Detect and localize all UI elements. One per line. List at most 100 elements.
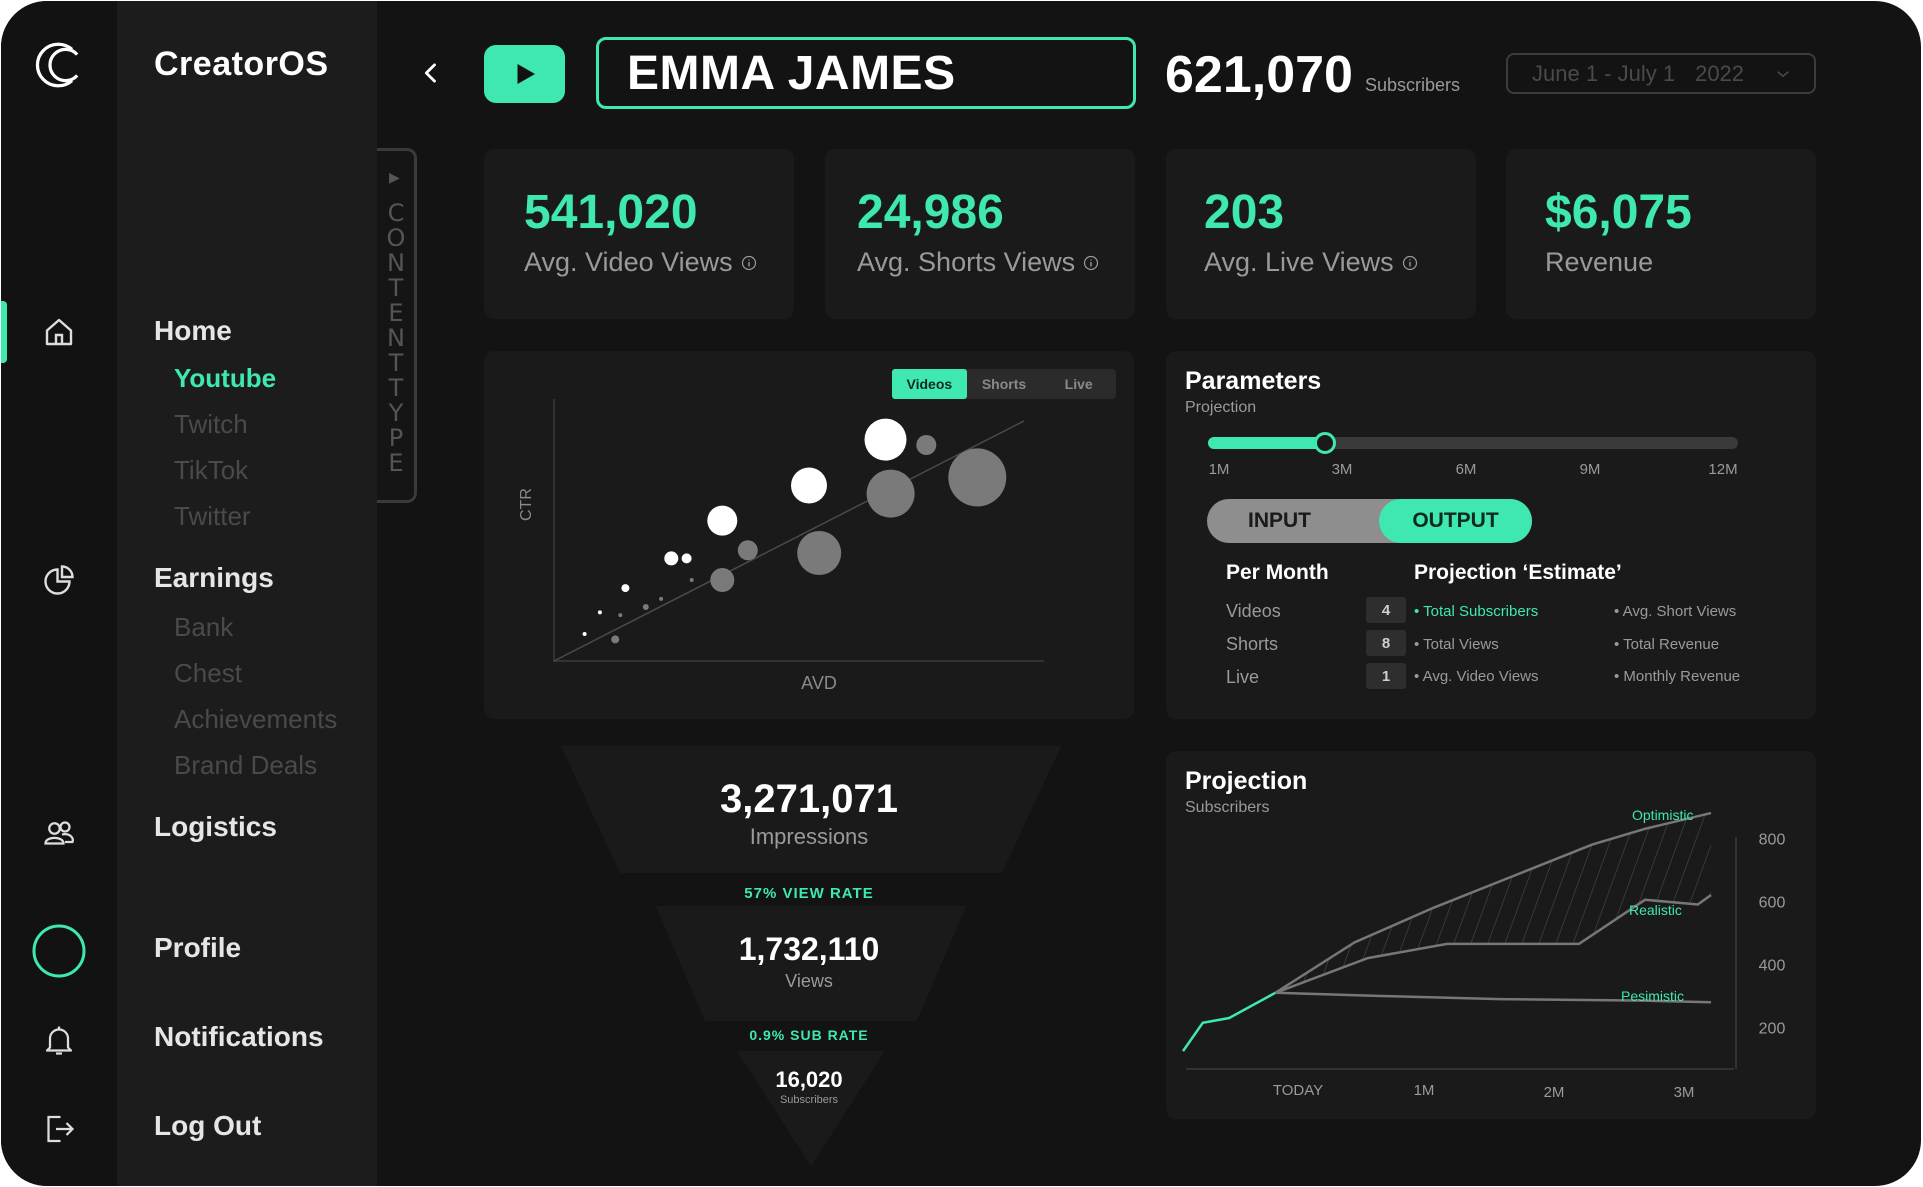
stat-label: Avg. Video Views [524,247,733,277]
nav-logistics[interactable]: Logistics [154,811,277,842]
option-total-revenue[interactable]: • Total Revenue [1614,636,1720,653]
bell-icon[interactable] [31,1012,87,1068]
nav-twitch[interactable]: Twitch [174,409,248,439]
per-month-label: Shorts [1226,634,1279,654]
scatter-point [597,610,602,615]
stat-card-video-views: 541,020 Avg. Video Views [484,149,794,319]
scatter-trend-line [553,420,1025,662]
tab-shorts[interactable]: Shorts [981,376,1027,392]
logo-icon[interactable] [31,37,87,93]
parameters-title: Parameters [1185,367,1322,395]
toggle-output[interactable]: OUTPUT [1379,499,1532,543]
slider-tick: 6M [1455,461,1477,478]
stat-card-shorts-views: 24,986 Avg. Shorts Views [825,149,1135,319]
scatter-chart-card: Videos Shorts Live CTR AVD [484,351,1134,719]
funnel-stage-views [656,906,966,1021]
option-total-subscribers[interactable]: • Total Subscribers [1414,603,1539,620]
rail-active-indicator [1,301,7,363]
tab-live[interactable]: Live [1064,376,1093,392]
per-month-shorts-input[interactable]: 8 [1366,630,1406,656]
funnel-subscribers-value: 16,020 [775,1067,843,1092]
funnel-sub-rate: 0.9% SUB RATE [749,1027,869,1043]
info-icon[interactable] [1083,255,1099,271]
stat-value: 203 [1204,186,1285,239]
nav-chest[interactable]: Chest [174,658,242,688]
nav-twitter[interactable]: Twitter [174,501,251,531]
funnel-stage-subscribers [737,1051,885,1166]
input-output-toggle: INPUT OUTPUT [1207,499,1532,543]
projection-y-tick: 800 [1759,831,1786,848]
per-month-videos-input[interactable]: 4 [1366,597,1406,623]
nav-home[interactable]: Home [154,315,232,346]
stat-label: Revenue [1545,247,1654,277]
stat-label-row: Revenue [1545,247,1653,278]
home-icon[interactable] [31,304,87,360]
back-button[interactable] [411,53,451,93]
content-type-label: CONTENT TYPE [386,199,406,477]
scatter-point [681,553,692,564]
option-avg-short-views[interactable]: • Avg. Short Views [1614,603,1737,620]
nav-earnings[interactable]: Earnings [154,562,274,593]
users-icon[interactable] [31,805,87,861]
nav-notifications[interactable]: Notifications [154,1021,324,1052]
per-month-label: Videos [1226,601,1281,621]
slider-tick: 3M [1331,461,1353,478]
subscriber-label: Subscribers [1365,75,1461,95]
content-type-tab[interactable]: ▶ CONTENT TYPE [377,148,417,503]
scatter-point [797,531,842,575]
scatter-point [737,540,758,561]
nav-tiktok[interactable]: TikTok [174,455,249,485]
nav-profile[interactable]: Profile [154,932,242,963]
scatter-point [582,632,587,636]
per-month-label: Live [1226,667,1260,687]
projection-title: Projection [1185,767,1308,795]
logout-icon[interactable] [31,1101,87,1157]
nav-achievements[interactable]: Achievements [174,704,338,734]
scatter-x-label: AVD [801,673,837,693]
date-range-select[interactable]: June 1 - July 1 2022 [1506,53,1816,94]
scatter-point [621,584,630,593]
icon-rail [1,1,117,1186]
scatter-chart [553,399,1044,662]
parameters-card: Parameters Projection 1M 3M 6M 9M 12M IN… [1166,351,1816,719]
content-type-toggle: Videos Shorts Live [892,369,1116,399]
projection-line-chart: 200 400 600 800 TODAY 1M 2M 3M Optimistic Realist… [1181,807,1786,1101]
tab-videos[interactable]: Videos [892,369,967,399]
option-monthly-revenue[interactable]: • Monthly Revenue [1614,668,1741,685]
profile-circle-icon[interactable] [31,923,87,979]
projection-x-tick: 3M [1674,1084,1695,1101]
option-avg-video-views[interactable]: • Avg. Video Views [1414,668,1539,685]
projection-series-line [1274,811,1712,994]
option-total-views[interactable]: • Total Views [1414,636,1499,653]
nav-bank[interactable]: Bank [174,612,234,642]
chevron-right-icon: ▶ [389,169,400,185]
nav-panel: CreatorOS Home Youtube Twitch TikTok Twi… [117,1,377,1186]
projection-slider[interactable] [1208,432,1738,454]
youtube-platform-badge[interactable] [484,45,565,103]
stat-label: Avg. Live Views [1204,247,1394,277]
nav-youtube[interactable]: Youtube [174,363,277,393]
projection-y-tick: 200 [1759,1020,1786,1037]
nav-brand-deals[interactable]: Brand Deals [174,750,318,780]
per-month-live-input[interactable]: 1 [1366,663,1406,689]
info-icon[interactable] [741,255,757,271]
projection-chart-card: Projection Subscribers 200 400 600 800 TODAY… [1166,751,1816,1119]
funnel-subscribers-label: Subscribers [779,1094,839,1106]
toggle-input[interactable]: INPUT [1248,509,1311,532]
per-month-row: Videos 4 [1226,597,1406,623]
projection-series-line [1274,894,1712,994]
slider-thumb[interactable] [1314,432,1336,454]
projection-series-line [1275,991,1712,1004]
per-month-row: Shorts 8 [1226,630,1406,656]
nav-logout[interactable]: Log Out [154,1110,262,1141]
info-icon[interactable] [1402,255,1418,271]
per-month-title: Per Month [1226,561,1329,584]
creator-name-box[interactable]: EMMA JAMES [596,37,1136,109]
per-month-row: Live 1 [1226,663,1406,689]
stat-value: 24,986 [857,186,1004,239]
slider-tick: 12M [1708,461,1738,478]
pie-chart-icon[interactable] [31,552,87,608]
scatter-point [689,578,694,582]
slider-fill [1208,437,1325,449]
scatter-point [611,635,620,644]
